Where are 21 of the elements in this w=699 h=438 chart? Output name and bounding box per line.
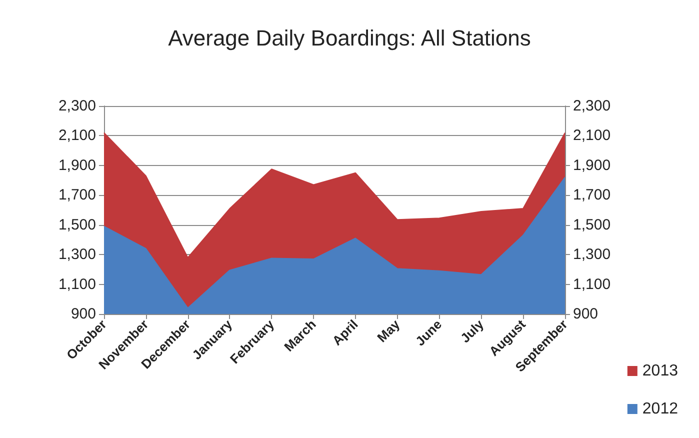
y2-tick-label: 2,100 (573, 127, 611, 144)
legend-label: 2012 (642, 400, 678, 418)
y2-tick-label: 1,900 (573, 156, 611, 174)
y2-tick-label: 2,300 (573, 98, 611, 114)
y-tick-label: 1,100 (58, 276, 96, 293)
x-tick-label: May (374, 316, 404, 346)
y-tick-label: 900 (70, 306, 96, 322)
y-tick-label: 2,100 (58, 127, 96, 144)
legend-label: 2013 (642, 362, 678, 380)
x-tick-label: July (458, 316, 488, 346)
y-tick-label: 2,300 (58, 98, 96, 114)
y-tick-label: 1,900 (58, 156, 96, 174)
y2-tick-label: 1,300 (573, 246, 611, 264)
y-tick-label: 1,500 (58, 216, 96, 234)
y2-tick-label: 1,500 (573, 216, 611, 234)
y2-tick-label: 1,100 (573, 276, 611, 293)
chart-title: Average Daily Boardings: All Stations (168, 26, 531, 50)
y2-tick-label: 900 (573, 306, 598, 322)
y-tick-label: 1,700 (58, 186, 96, 204)
y-tick-label: 1,300 (58, 246, 96, 264)
y2-tick-label: 1,700 (573, 186, 611, 204)
